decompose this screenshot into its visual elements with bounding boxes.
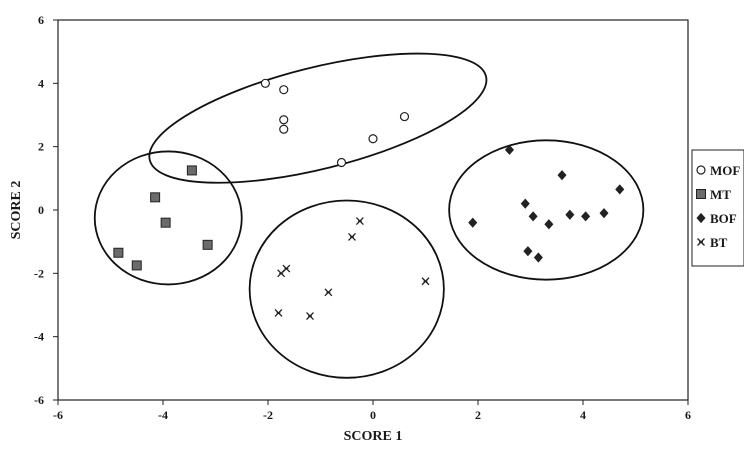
y-tick-label: -6 [34, 393, 44, 407]
data-point-mof [336, 157, 347, 168]
cluster-ellipse-mt [93, 150, 243, 286]
x-tick-label: -2 [263, 408, 273, 422]
y-tick-label: -4 [34, 330, 44, 344]
legend-marker-mof [696, 165, 706, 175]
data-point-mt [186, 165, 197, 176]
data-point-bt [348, 232, 356, 241]
data-point-bt [274, 308, 283, 317]
data-point-mof [279, 115, 289, 125]
legend-marker-bt [697, 238, 705, 246]
legend-label-bof: BOF [710, 211, 737, 226]
data-point-bof [468, 217, 478, 228]
plot-area [57, 19, 689, 401]
data-point-bof [528, 211, 538, 222]
x-tick-label: 6 [685, 408, 691, 422]
legend-marker-bof [696, 212, 706, 224]
data-point-bof [523, 246, 533, 257]
data-point-bt [355, 217, 364, 226]
cluster-ellipse-bof [448, 139, 645, 281]
legend-label-bt: BT [710, 235, 728, 250]
x-tick-label: 0 [370, 408, 376, 422]
cluster-ellipse-mof [148, 52, 488, 184]
data-point-mt [113, 247, 124, 258]
data-point-bof [557, 170, 567, 181]
x-tick-label: -6 [53, 408, 63, 422]
data-point-bt [306, 312, 314, 321]
y-tick-label: 0 [38, 203, 44, 217]
data-point-bof [533, 252, 543, 263]
legend-label-mt: MT [710, 187, 731, 202]
data-point-mof [279, 124, 289, 134]
legend: MOF MT BOF BT [691, 149, 744, 267]
cluster-ellipse-bt [248, 199, 445, 379]
x-axis-label: SCORE 1 [344, 429, 403, 444]
axes: -6 -4 -2 0 2 4 6 -6 -4 -2 0 2 4 6 [34, 13, 691, 422]
y-tick-label: -2 [34, 266, 44, 280]
data-point-bt [421, 277, 430, 286]
data-point-mt [131, 260, 142, 271]
data-point-bof [504, 144, 515, 155]
data-point-bt [324, 288, 333, 297]
data-point-mof [260, 78, 270, 88]
data-point-mt [150, 192, 161, 203]
data-point-mt [160, 217, 171, 228]
data-point-mof [279, 85, 289, 95]
data-point-bof [615, 184, 625, 195]
data-point-bof [581, 211, 591, 222]
x-tick-label: -4 [158, 408, 168, 422]
data-points [113, 78, 625, 321]
x-tick-label: 2 [475, 408, 481, 422]
y-tick-label: 6 [38, 13, 44, 27]
data-point-bof [544, 219, 554, 230]
cluster-ellipses [93, 52, 645, 379]
data-point-mof [399, 111, 410, 122]
y-axis-label: SCORE 2 [9, 181, 24, 240]
data-point-mt [202, 239, 213, 250]
data-point-bof [520, 198, 530, 209]
data-point-bt [277, 269, 286, 278]
data-point-bof [565, 209, 575, 220]
y-tick-label: 2 [38, 140, 44, 154]
data-point-bof [599, 208, 609, 219]
legend-marker-mt [696, 189, 706, 199]
legend-label-mof: MOF [710, 163, 740, 178]
x-tick-label: 4 [580, 408, 586, 422]
y-tick-label: 4 [38, 76, 44, 90]
data-point-mof [368, 134, 378, 144]
